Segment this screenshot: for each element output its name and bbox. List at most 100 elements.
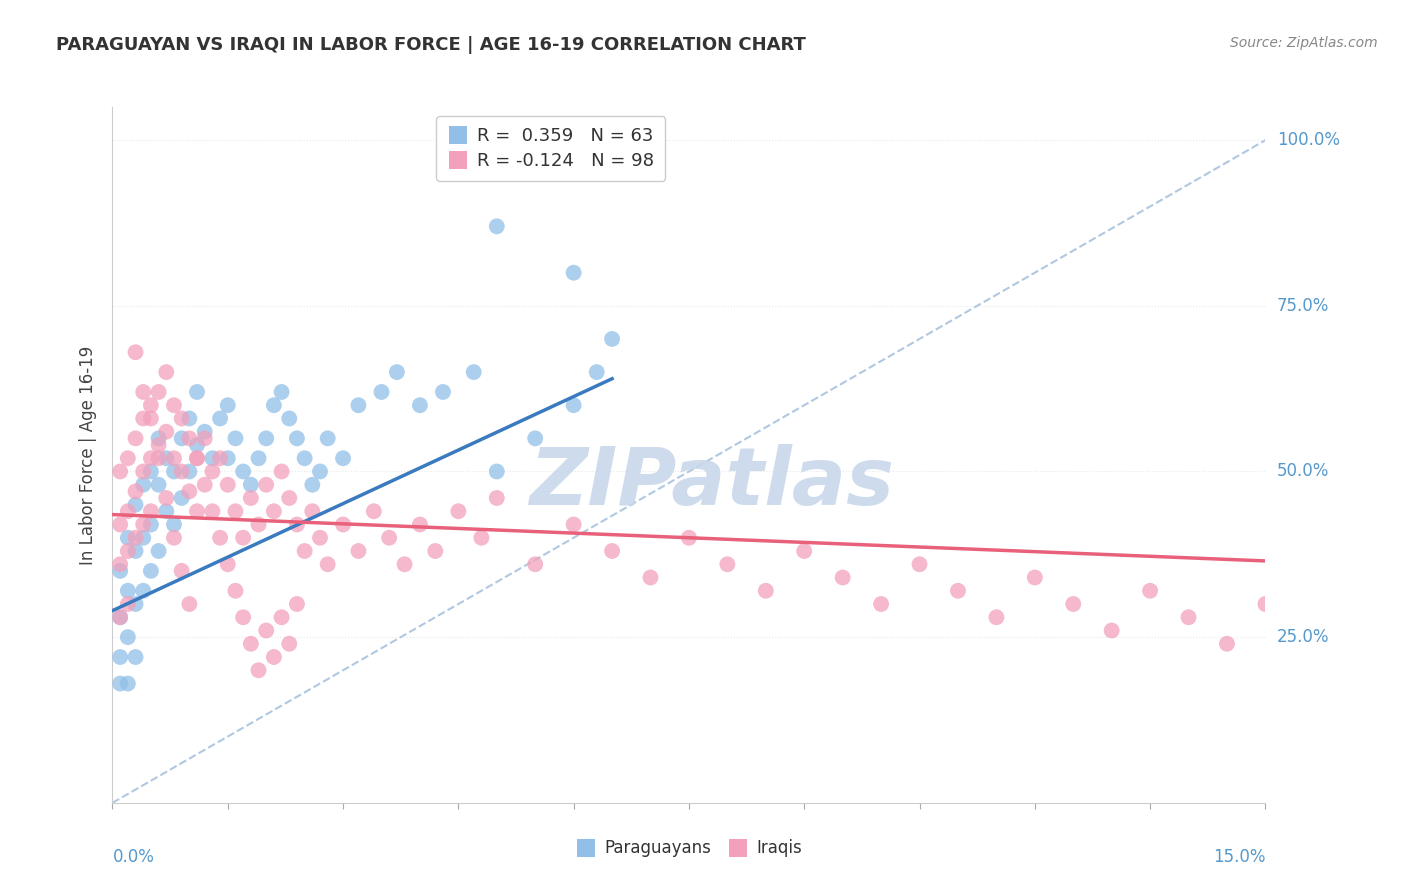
Point	[425, 544, 447, 558]
Point	[1216, 637, 1239, 651]
Point	[201, 465, 224, 479]
Point	[194, 425, 217, 439]
Point	[278, 491, 301, 505]
Point	[117, 451, 139, 466]
Point	[132, 531, 155, 545]
Point	[247, 663, 270, 677]
Point	[232, 531, 254, 545]
Point	[347, 398, 370, 412]
Point	[124, 531, 146, 545]
Point	[409, 398, 432, 412]
Point	[194, 431, 217, 445]
Point	[179, 597, 201, 611]
Text: ZIPatlas: ZIPatlas	[530, 443, 894, 522]
Point	[239, 491, 262, 505]
Point	[209, 451, 232, 466]
Point	[117, 676, 139, 690]
Point	[201, 451, 224, 466]
Point	[270, 465, 292, 479]
Text: Source: ZipAtlas.com: Source: ZipAtlas.com	[1230, 36, 1378, 50]
Point	[385, 365, 408, 379]
Point	[117, 583, 139, 598]
Point	[139, 411, 162, 425]
Point	[155, 491, 177, 505]
Point	[485, 491, 508, 505]
Point	[139, 398, 162, 412]
Point	[132, 583, 155, 598]
Point	[224, 431, 246, 445]
Text: 0.0%: 0.0%	[112, 848, 155, 866]
Point	[270, 384, 292, 399]
Legend: Paraguayans, Iraqis: Paraguayans, Iraqis	[569, 833, 808, 864]
Point	[139, 564, 162, 578]
Point	[124, 597, 146, 611]
Point	[232, 465, 254, 479]
Point	[132, 517, 155, 532]
Point	[148, 438, 170, 452]
Point	[108, 610, 131, 624]
Point	[148, 384, 170, 399]
Point	[309, 465, 332, 479]
Point	[224, 504, 246, 518]
Point	[217, 477, 239, 491]
Point	[678, 531, 700, 545]
Point	[179, 431, 201, 445]
Point	[239, 477, 262, 491]
Point	[139, 504, 162, 518]
Point	[432, 384, 454, 399]
Point	[239, 637, 262, 651]
Point	[124, 484, 146, 499]
Point	[294, 451, 316, 466]
Point	[170, 491, 193, 505]
Point	[155, 365, 177, 379]
Point	[1024, 570, 1046, 584]
Point	[139, 465, 162, 479]
Point	[170, 411, 193, 425]
Point	[470, 531, 492, 545]
Point	[755, 583, 778, 598]
Point	[209, 411, 232, 425]
Point	[108, 564, 131, 578]
Point	[946, 583, 969, 598]
Point	[139, 517, 162, 532]
Point	[485, 465, 508, 479]
Point	[716, 558, 738, 572]
Point	[148, 477, 170, 491]
Point	[124, 544, 146, 558]
Text: 25.0%: 25.0%	[1277, 628, 1330, 646]
Point	[378, 531, 401, 545]
Text: 100.0%: 100.0%	[1277, 131, 1340, 149]
Point	[217, 451, 239, 466]
Point	[124, 431, 146, 445]
Point	[132, 384, 155, 399]
Point	[209, 531, 232, 545]
Point	[409, 517, 432, 532]
Point	[186, 451, 208, 466]
Point	[394, 558, 416, 572]
Point	[247, 517, 270, 532]
Point	[600, 544, 623, 558]
Point	[117, 597, 139, 611]
Point	[831, 570, 853, 584]
Point	[224, 583, 246, 598]
Point	[600, 332, 623, 346]
Point	[986, 610, 1008, 624]
Point	[108, 517, 131, 532]
Point	[186, 384, 208, 399]
Point	[1062, 597, 1084, 611]
Point	[301, 504, 323, 518]
Point	[217, 398, 239, 412]
Point	[793, 544, 815, 558]
Point	[201, 504, 224, 518]
Point	[132, 477, 155, 491]
Point	[179, 411, 201, 425]
Point	[247, 451, 270, 466]
Point	[117, 630, 139, 644]
Point	[194, 477, 217, 491]
Point	[254, 624, 277, 638]
Point	[163, 451, 186, 466]
Point	[148, 431, 170, 445]
Point	[155, 451, 177, 466]
Point	[485, 219, 508, 234]
Point	[117, 544, 139, 558]
